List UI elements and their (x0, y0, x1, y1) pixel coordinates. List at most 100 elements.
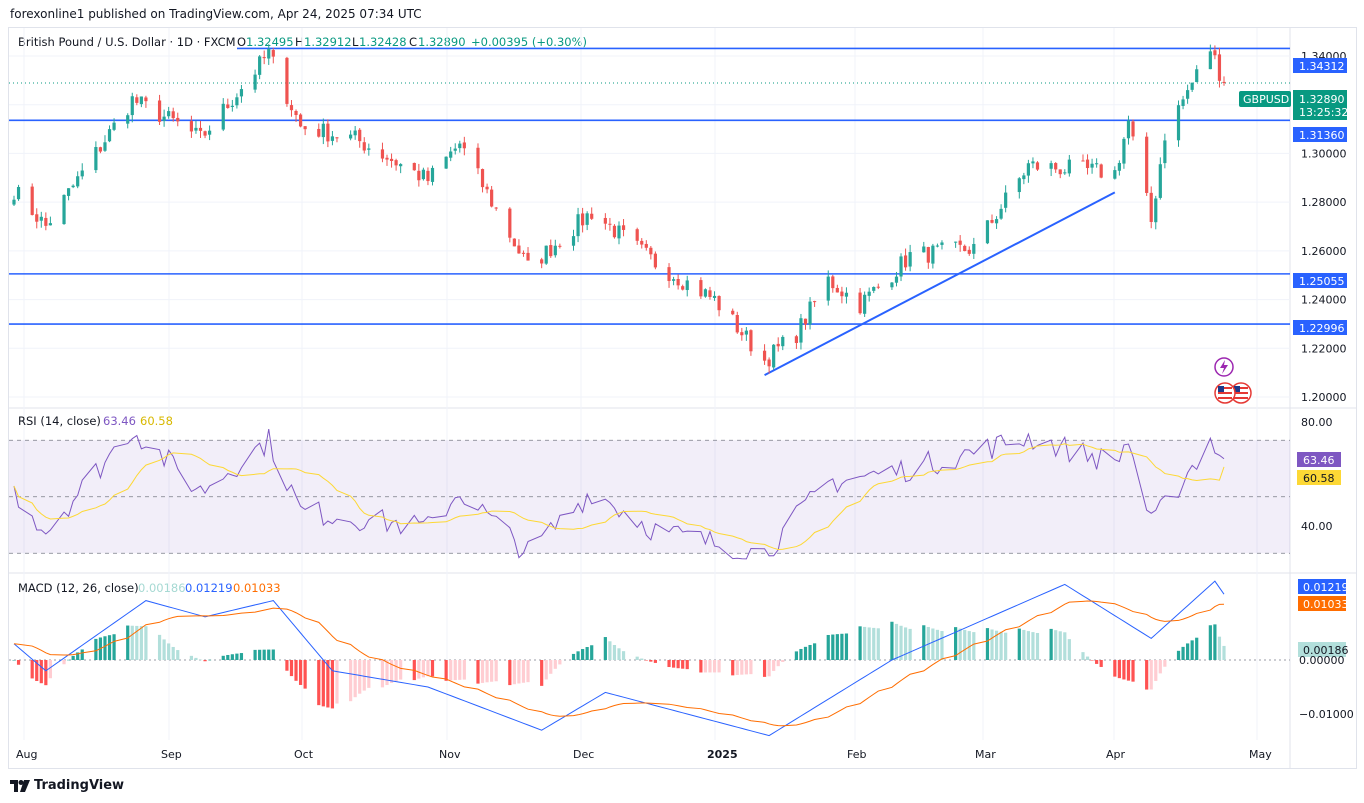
candle-body (712, 295, 717, 298)
candle (171, 107, 175, 122)
macd-histogram-bar (794, 651, 799, 660)
macd-histogram-bar (544, 660, 548, 680)
symbol-tag-text: GBPUSD (1243, 93, 1289, 106)
macd-histogram-bar (226, 654, 230, 660)
candle (544, 245, 548, 265)
macd-histogram-bar (267, 649, 271, 660)
candle-body (1190, 82, 1194, 90)
candle-body (35, 214, 39, 222)
macd-histogram-bar (253, 649, 257, 660)
candle-body (940, 242, 944, 245)
macd-histogram-bar (189, 655, 194, 660)
candle-body (157, 100, 162, 122)
candle-body (808, 301, 812, 325)
candle (267, 44, 271, 65)
candle-body (458, 143, 462, 149)
macd-histogram-bar (430, 660, 435, 677)
macd-histogram-bar (576, 651, 580, 660)
candle-body (840, 291, 844, 297)
macd-histogram-bar (1067, 639, 1071, 660)
candle (749, 329, 753, 356)
macd-histogram-bar (935, 629, 940, 660)
candle-body (66, 188, 71, 196)
macd-histogram-bar (157, 634, 162, 660)
candle (353, 126, 357, 140)
candle-body (776, 343, 780, 347)
candle-body (480, 169, 485, 188)
candle-body (799, 318, 803, 343)
price-pane[interactable] (9, 28, 1290, 740)
candle (494, 206, 498, 211)
uk-flag-event-icon[interactable] (1214, 382, 1236, 404)
candle (922, 241, 926, 253)
candle (876, 283, 880, 290)
candle-body (1122, 138, 1126, 164)
candle (803, 318, 808, 330)
macd-histogram-bar (66, 659, 71, 661)
candle (585, 211, 589, 231)
macd-histogram-bar (1176, 650, 1181, 660)
candle-body (258, 56, 262, 75)
countdown-text: 13:25:32 (1299, 106, 1348, 119)
macd-histogram-bar (776, 660, 780, 667)
candle (867, 287, 871, 302)
candle-body (76, 176, 80, 187)
candle-body (321, 123, 325, 138)
candle-body (576, 214, 580, 237)
macd-histogram-bar (1004, 632, 1008, 660)
macd-histogram-bar (480, 660, 485, 683)
macd-histogram-bar (772, 660, 776, 671)
candle-body (844, 292, 849, 297)
macd-histogram-bar (1131, 660, 1135, 682)
candle-body (330, 136, 335, 141)
candle (840, 286, 844, 304)
candle (198, 120, 203, 138)
macd-pane[interactable] (9, 580, 1290, 737)
lightning-event-icon[interactable] (1214, 357, 1234, 377)
macd-histogram-bar (71, 655, 75, 660)
candle (985, 220, 990, 245)
last-price-text: 1.32890 (1299, 93, 1345, 106)
candle-body (444, 156, 448, 169)
candle-body (926, 247, 930, 263)
time-axis-label: Aug (16, 748, 37, 761)
candle (107, 125, 112, 143)
candle-body (367, 148, 371, 150)
candle (1213, 45, 1217, 60)
macd-histogram-bar (1145, 660, 1149, 690)
candle (80, 163, 84, 180)
low-value: 1.32428 (359, 35, 407, 49)
candle-body (426, 170, 430, 182)
candle (781, 335, 785, 351)
us-flag-event-icon[interactable] (1230, 382, 1252, 404)
candle-body (1095, 163, 1099, 165)
candle (1208, 44, 1212, 70)
candle-body (1113, 170, 1117, 179)
candle (230, 99, 234, 112)
macd-histogram-bar (62, 660, 66, 665)
macd-histogram-bar (603, 637, 607, 660)
candle (1031, 157, 1035, 169)
candle (430, 165, 435, 186)
candle (1126, 115, 1131, 145)
candle (712, 291, 717, 301)
rsi-tag-2: 60.58 (1297, 470, 1341, 485)
tradingview-brand[interactable]: TradingView (34, 778, 125, 793)
time-axis-label: 2025 (707, 748, 738, 761)
macd-histogram-bar (1031, 632, 1035, 660)
macd-tag-3-text: 0.00186 (1303, 644, 1349, 657)
macd-histogram-bar (389, 660, 394, 683)
candle (385, 154, 389, 166)
candle (76, 171, 80, 189)
chart-container[interactable]: British Pound / U.S. Dollar · 1D · FXCM … (8, 27, 1357, 769)
rsi-pane[interactable] (9, 428, 1290, 560)
macd-histogram-bar (540, 660, 544, 686)
price-chart-svg[interactable]: British Pound / U.S. Dollar · 1D · FXCM … (9, 28, 1356, 768)
candle (708, 286, 712, 300)
macd-histogram-bar (16, 660, 21, 665)
macd-histogram-bar (362, 660, 366, 691)
candle (908, 244, 912, 272)
candle-body (540, 259, 544, 264)
macd-histogram-bar (112, 634, 116, 660)
macd-histogram-bar (139, 626, 143, 660)
